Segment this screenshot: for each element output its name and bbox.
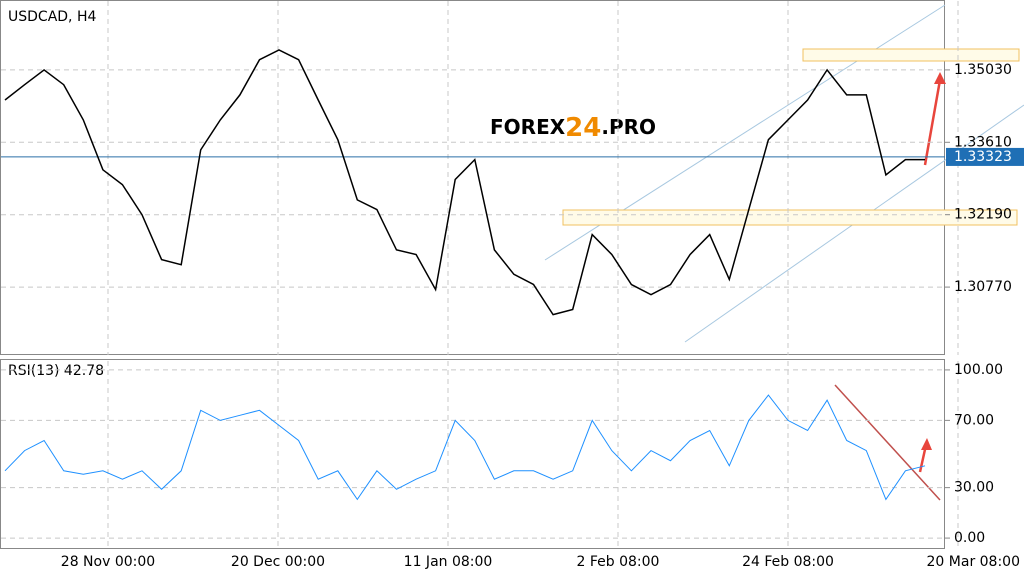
series-line — [4, 49, 925, 316]
watermark-part: FOREX — [490, 115, 566, 139]
series-line — [4, 394, 926, 501]
y-tick-label: 1.30770 — [954, 279, 1012, 295]
y-tick-label: 100.00 — [954, 362, 1003, 378]
current-price-box — [946, 147, 1024, 166]
x-tick-label: 20 Dec 00:00 — [231, 554, 325, 570]
chart-title: USDCAD, H4 — [8, 9, 96, 25]
resistance-zone — [802, 48, 1020, 62]
y-tick-label: 1.33610 — [954, 134, 1012, 150]
annotations — [544, 4, 1024, 501]
forecast-arrow — [923, 79, 942, 166]
x-tick-label: 24 Feb 08:00 — [742, 554, 834, 570]
rsi-arrow-head — [921, 438, 932, 450]
y-tick-label: 1.35030 — [954, 62, 1012, 78]
support-zone — [562, 209, 1018, 226]
watermark-part: .PRO — [601, 115, 656, 139]
rsi-panel — [0, 359, 945, 549]
rsi-trendline — [834, 384, 941, 501]
y-tick-label: 70.00 — [954, 412, 994, 428]
x-tick-label: 11 Jan 08:00 — [404, 554, 493, 570]
y-tick-label: 0.00 — [954, 530, 985, 546]
arrow-head — [934, 72, 946, 84]
watermark-part: 24 — [565, 113, 601, 143]
y-tick-label: 30.00 — [954, 480, 994, 496]
price-panel — [0, 0, 945, 355]
x-tick-label: 2 Feb 08:00 — [577, 554, 660, 570]
x-tick-label: 28 Nov 00:00 — [61, 554, 155, 570]
watermark: FOREX24.PRO — [490, 113, 656, 143]
x-tick-label: 20 Mar 08:00 — [927, 554, 1020, 570]
y-tick-label: 1.32190 — [954, 207, 1012, 223]
current-price-label: 1.33323 — [954, 149, 1012, 165]
rsi-title: RSI(13) 42.78 — [8, 363, 104, 379]
